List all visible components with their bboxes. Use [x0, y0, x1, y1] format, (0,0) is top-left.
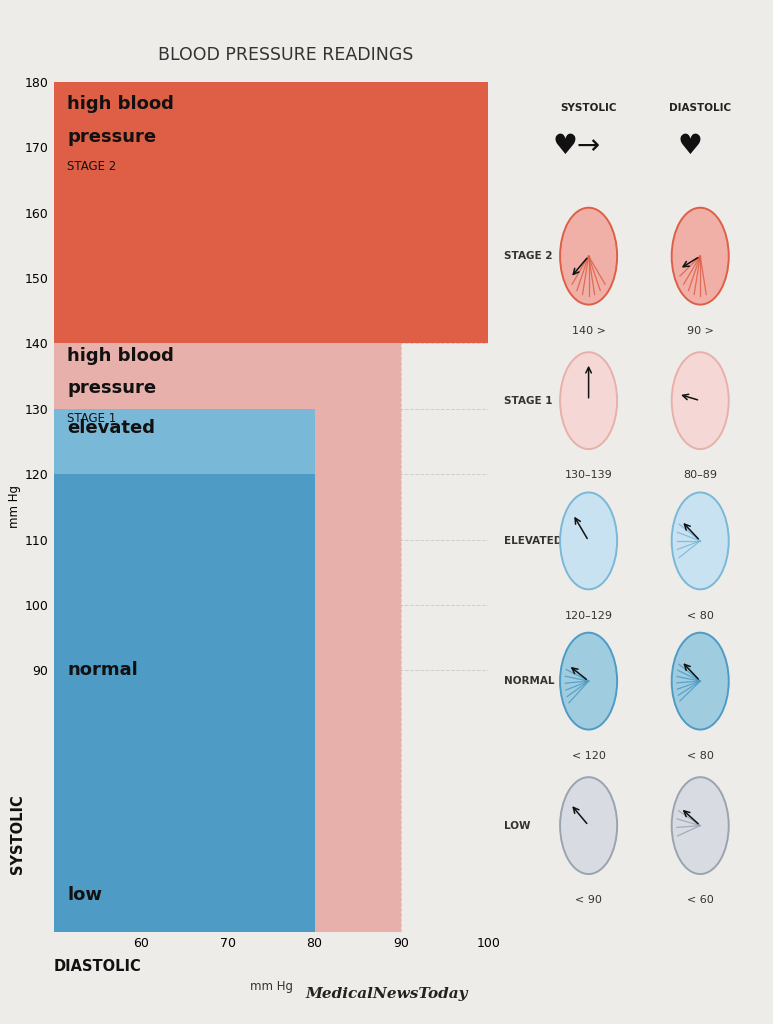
Text: STAGE 2: STAGE 2	[504, 251, 553, 261]
Y-axis label: mm Hg: mm Hg	[8, 485, 21, 528]
Ellipse shape	[560, 777, 617, 874]
Text: elevated: elevated	[67, 419, 155, 436]
Text: < 120: < 120	[572, 751, 605, 761]
Text: ♥: ♥	[678, 132, 703, 160]
Ellipse shape	[560, 493, 617, 590]
Ellipse shape	[560, 633, 617, 729]
Ellipse shape	[560, 352, 617, 450]
Text: 120–129: 120–129	[564, 610, 612, 621]
Text: < 90: < 90	[575, 895, 602, 905]
Text: 90 >: 90 >	[686, 326, 713, 336]
Text: ♥→: ♥→	[552, 132, 601, 160]
Text: < 80: < 80	[686, 751, 713, 761]
Bar	[54, 409, 315, 474]
Text: mm Hg: mm Hg	[250, 980, 293, 993]
Bar	[315, 409, 401, 932]
Ellipse shape	[672, 208, 729, 304]
Ellipse shape	[560, 208, 617, 304]
Ellipse shape	[672, 633, 729, 729]
Bar	[54, 343, 401, 409]
Text: SYSTOLIC: SYSTOLIC	[560, 103, 617, 114]
Text: high blood: high blood	[67, 95, 174, 113]
Text: STAGE 1: STAGE 1	[504, 395, 553, 406]
Text: low: low	[67, 886, 102, 904]
Text: STAGE 2: STAGE 2	[67, 161, 117, 173]
Ellipse shape	[672, 777, 729, 874]
Text: high blood: high blood	[67, 347, 174, 365]
Text: 130–139: 130–139	[565, 470, 612, 480]
Text: BLOOD PRESSURE READINGS: BLOOD PRESSURE READINGS	[158, 46, 414, 65]
Text: SYSTOLIC: SYSTOLIC	[10, 794, 26, 873]
Text: ELEVATED: ELEVATED	[504, 536, 563, 546]
Ellipse shape	[672, 493, 729, 590]
Text: DIASTOLIC: DIASTOLIC	[669, 103, 731, 114]
Text: MedicalNewsToday: MedicalNewsToday	[305, 987, 468, 1001]
Text: normal: normal	[67, 660, 138, 679]
Text: pressure: pressure	[67, 380, 156, 397]
Text: 140 >: 140 >	[572, 326, 605, 336]
Text: 80–89: 80–89	[683, 470, 717, 480]
Ellipse shape	[672, 352, 729, 450]
Text: DIASTOLIC: DIASTOLIC	[54, 958, 142, 974]
Text: STAGE 1: STAGE 1	[67, 412, 117, 425]
Text: < 80: < 80	[686, 610, 713, 621]
Bar	[54, 82, 488, 343]
Text: < 60: < 60	[687, 895, 713, 905]
Bar	[54, 474, 315, 932]
Bar	[54, 671, 141, 932]
Text: NORMAL: NORMAL	[504, 676, 555, 686]
Text: LOW: LOW	[504, 820, 531, 830]
Text: pressure: pressure	[67, 128, 156, 145]
